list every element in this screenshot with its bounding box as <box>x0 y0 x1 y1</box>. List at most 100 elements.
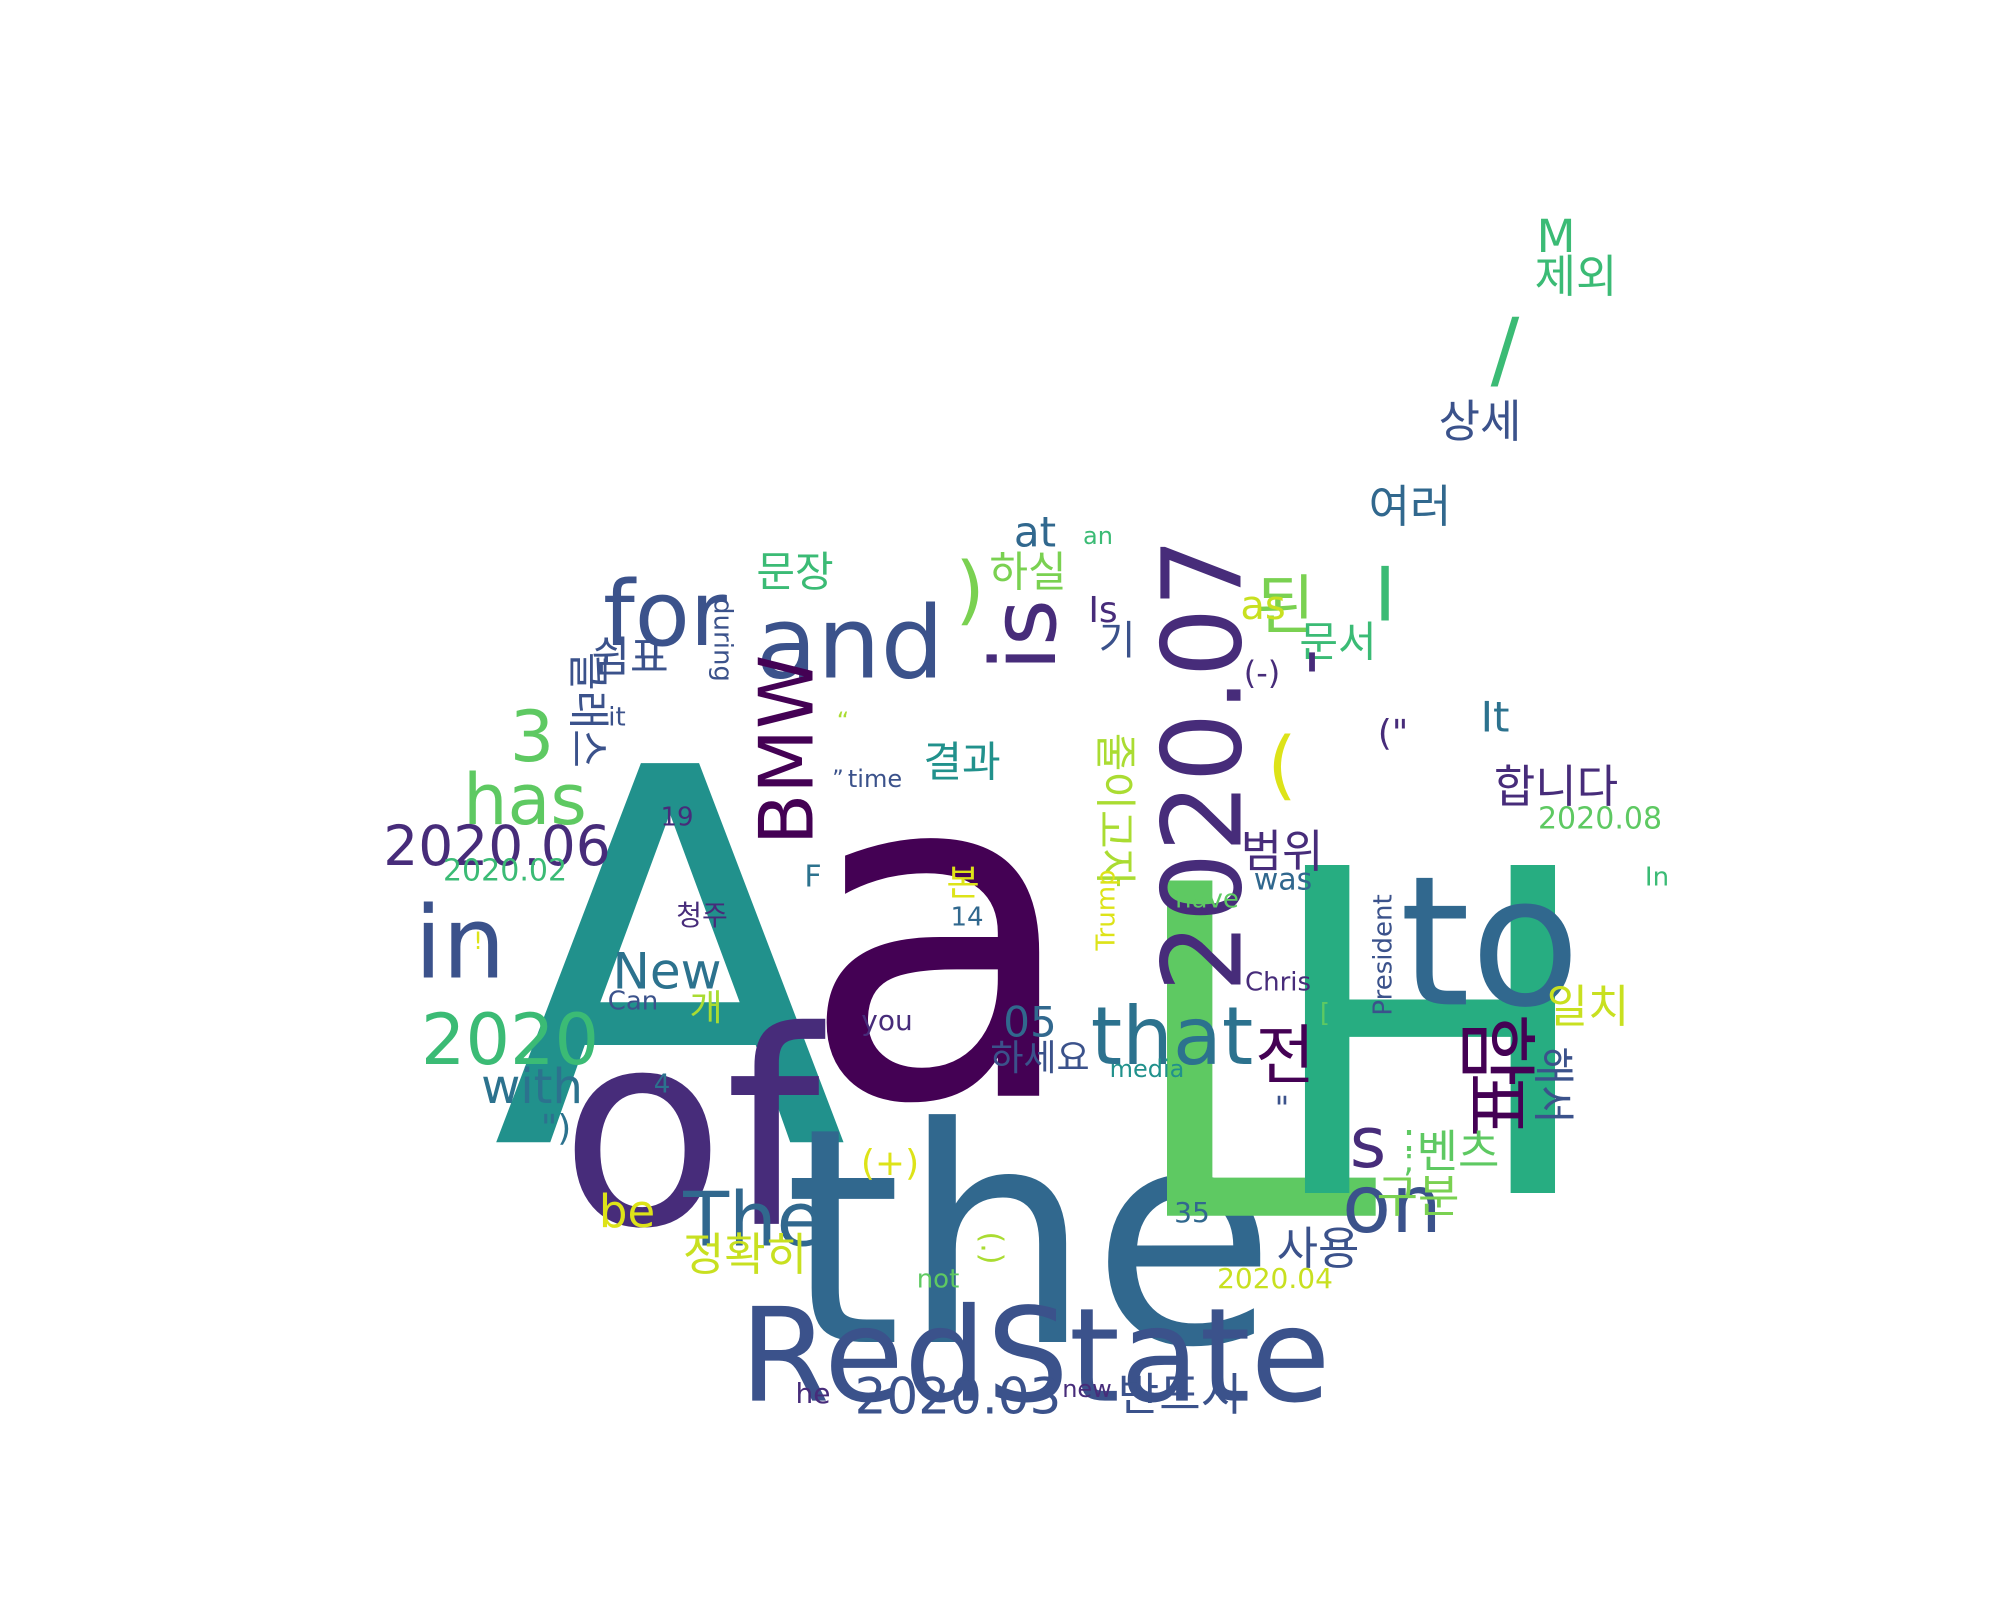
word-punct-64: (+) <box>861 1143 919 1184</box>
word-is-56: Is <box>1088 590 1117 631</box>
word-합니다-35: 합니다 <box>1494 760 1618 813</box>
word-클래스-51: 클래스 <box>564 652 613 768</box>
word-it-72: it <box>608 703 625 733</box>
word-표-19: 표 <box>1454 1073 1536 1137</box>
word-하실-45: 하실 <box>989 548 1066 597</box>
word-35-87: 35 <box>1174 1196 1210 1229</box>
word-that-14: that <box>1091 990 1253 1083</box>
word-punct-99: [ <box>1320 999 1330 1029</box>
word-can-83: Can <box>608 987 659 1017</box>
word-punct-26: ( <box>1267 721 1296 809</box>
word-president-82: President <box>1369 894 1399 1015</box>
word-has-21: has <box>463 759 587 841</box>
word-punct-96: “ <box>837 707 849 735</box>
word-and-10: and <box>756 584 944 701</box>
word-2020-06-22: 2020.06 <box>383 814 610 878</box>
word-l-4: L <box>1122 790 1381 1325</box>
word-you-84: you <box>861 1004 912 1037</box>
word-a-0: A <box>492 659 850 1265</box>
word-하세요-62: 하세요 <box>990 1038 1089 1079</box>
word-14-77: 14 <box>950 903 983 933</box>
word-punct-95: ' <box>1302 639 1321 721</box>
word-f-75: F <box>804 860 821 895</box>
word-for-11: for <box>603 562 727 667</box>
word-개-60: 개 <box>689 988 722 1029</box>
word-일치-42: 일치 <box>1547 980 1630 1033</box>
word-punct-66: ") <box>541 1108 572 1149</box>
word-사용-33: 사용 <box>1277 1222 1360 1275</box>
word-i-31: I <box>1374 551 1396 639</box>
word-2020-08-69: 2020.08 <box>1538 802 1662 837</box>
word-함-13: 함 <box>1449 1013 1542 1087</box>
word-is-12: is <box>972 599 1077 671</box>
word-벤츠-34: 벤츠 <box>1417 1125 1500 1178</box>
word-19-74: 19 <box>660 803 693 833</box>
word-be-54: be <box>599 1185 655 1238</box>
word-punct-65: (" <box>1378 713 1409 754</box>
word-the-17: The <box>682 1176 823 1264</box>
word-punct-94: ; <box>1403 1141 1414 1181</box>
word-2020-18: 2020 <box>421 999 599 1081</box>
word-it-57: It <box>1481 693 1510 742</box>
word-the-2: the <box>784 1064 1276 1413</box>
word-media-85: media <box>1110 1055 1185 1083</box>
word-during-71: during <box>708 598 738 682</box>
word-2020-02-68: 2020.02 <box>443 854 567 889</box>
word-punct-100: (.) <box>974 1232 1009 1265</box>
word-줄이고자-52: 줄이고자 <box>1091 733 1140 888</box>
word-문장-44: 문장 <box>756 548 833 597</box>
word-2020-04-70: 2020.04 <box>1217 1262 1333 1295</box>
word-punct-93: : <box>1402 1115 1415 1161</box>
word-범위-41: 범위 <box>1241 825 1324 878</box>
word-punct-67: " <box>1275 1089 1290 1127</box>
word-chris-81: Chris <box>1245 968 1311 998</box>
word-반드시-32: 반드시 <box>1118 1368 1242 1421</box>
word-in-92: In <box>1645 863 1669 893</box>
word-with-36: with <box>481 1059 583 1115</box>
word-not-88: not <box>917 1265 960 1295</box>
word-time-73: time <box>848 765 902 793</box>
word-m-49: M <box>1537 210 1576 263</box>
word-청주-76: 청주 <box>676 899 728 932</box>
word-해서-39: 해서 <box>1529 1046 1578 1123</box>
word-전-23: 전 <box>1255 1019 1315 1094</box>
word-쉼표-50: 쉼표 <box>591 633 668 682</box>
word-2020-03-30: 2020.03 <box>855 1368 1062 1426</box>
word-기-58: 기 <box>1099 618 1136 664</box>
word-정확히-37: 정확히 <box>683 1228 807 1281</box>
word-구분-38: 구분 <box>1377 1170 1460 1223</box>
word-s-20: s <box>1350 1102 1386 1184</box>
word-he-89: he <box>796 1377 831 1410</box>
word-redstate-7: RedState <box>739 1280 1330 1432</box>
word-new-90: new <box>1062 1375 1112 1403</box>
word-제외-48: 제외 <box>1535 250 1618 303</box>
word-was-79: was <box>1254 863 1313 898</box>
word-punct-97: ” <box>832 767 843 792</box>
word-h-5: H <box>1261 776 1599 1300</box>
word-an-91: an <box>1083 522 1113 550</box>
word-결과-40: 결과 <box>923 738 1000 787</box>
word-된-24: 된 <box>1255 569 1315 644</box>
word-punct-27: ) <box>955 546 984 634</box>
word-상세-47: 상세 <box>1439 395 1522 448</box>
word-as-55: as <box>1240 583 1285 629</box>
word-여러-46: 여러 <box>1369 480 1452 533</box>
word-trump-78: Trump <box>1092 869 1122 951</box>
word-have-80: have <box>1175 885 1239 915</box>
word-문서-43: 문서 <box>1299 618 1376 667</box>
word-본-61: 본 <box>946 863 979 904</box>
word-on-15: on <box>1342 1158 1442 1251</box>
word-punct-98: ! <box>473 927 483 955</box>
word-bmw-16: BMW <box>743 655 831 845</box>
word-4-86: 4 <box>654 1070 671 1100</box>
word-3-25: 3 <box>510 696 555 778</box>
word-2020-07-8: 2020.07 <box>1138 538 1266 993</box>
word-in-9: in <box>414 884 505 1001</box>
word-punct-63: (-) <box>1244 654 1281 692</box>
word-new-29: New <box>612 943 721 1001</box>
word-of-3: of <box>560 973 826 1288</box>
word-to-6: to <box>1400 838 1581 1047</box>
word-at-53: at <box>1014 508 1056 557</box>
